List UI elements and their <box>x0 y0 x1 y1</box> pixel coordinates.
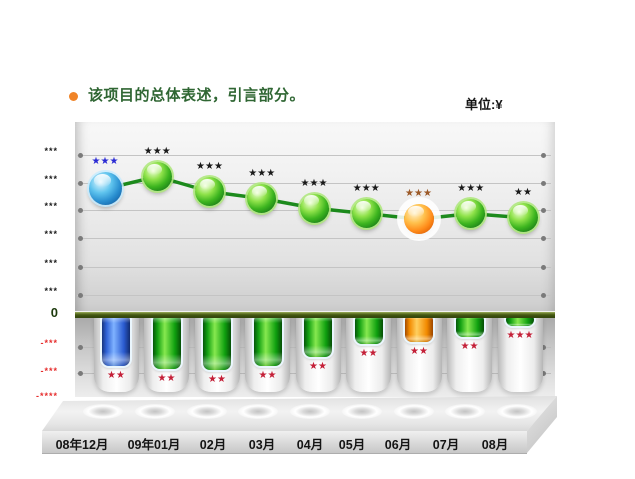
bar-value-label: ★★ <box>359 348 378 360</box>
y-axis-tick-label: *** <box>44 174 58 184</box>
zero-axis-line <box>75 311 555 318</box>
point-value-label: ★★ <box>514 187 532 199</box>
bar-value-label: ★★ <box>157 373 176 384</box>
x-axis-label: 08年12月 <box>55 438 109 452</box>
bar-value-label: ★★ <box>460 341 479 353</box>
x-axis-label: 02月 <box>199 438 227 452</box>
gridline-dot <box>78 371 83 376</box>
gridline-dot <box>541 265 546 270</box>
y-axis-tick-label: *** <box>44 258 58 268</box>
bar <box>455 316 484 338</box>
x-axis-label: 03月 <box>248 438 276 452</box>
y-axis-zero-label: 0 <box>50 305 58 320</box>
gridline-dot <box>541 293 546 298</box>
sphere-gloss <box>304 195 320 207</box>
point-value-label: ★★★ <box>91 156 119 168</box>
gridline-dot <box>78 208 83 213</box>
data-point-green <box>508 203 538 233</box>
sphere-gloss <box>513 204 529 216</box>
floor-dimple <box>393 404 434 419</box>
bar <box>102 316 130 367</box>
data-point-green <box>195 177 224 207</box>
slide-title: 该项目的总体表述，引言部分。 <box>88 87 306 104</box>
gridline <box>77 238 551 239</box>
bar <box>304 316 332 357</box>
point-value-label: ★★★ <box>457 183 485 195</box>
sphere-gloss <box>408 205 424 218</box>
x-axis-label: 06月 <box>384 438 412 452</box>
floor-dimple <box>290 404 330 419</box>
floor-dimple <box>445 404 486 419</box>
floor-dimple <box>134 404 175 419</box>
point-value-label: ★★★ <box>248 168 276 179</box>
y-axis-tick-label: -*** <box>40 338 58 348</box>
gridline-dot <box>78 181 83 186</box>
floor-top-face <box>42 396 557 431</box>
gridline-dot <box>541 236 546 241</box>
bar <box>354 316 383 345</box>
y-axis-tick-label: -*** <box>40 366 58 376</box>
sphere-gloss <box>199 178 215 190</box>
point-value-label: ★★★ <box>300 177 328 189</box>
x-axis-label: 04月 <box>296 438 324 452</box>
bar-value-label: ★★ <box>107 370 125 382</box>
data-point-green <box>142 162 172 191</box>
floor-dimple <box>83 404 123 419</box>
bar <box>203 316 231 371</box>
point-value-label: ★★★ <box>196 161 223 173</box>
x-axis-label: 05月 <box>338 438 366 452</box>
gridline <box>77 295 551 296</box>
data-point-green <box>299 193 329 223</box>
point-value-label: ★★★ <box>405 188 432 200</box>
gridline <box>77 267 551 268</box>
sphere-gloss <box>356 200 372 212</box>
sphere-gloss <box>147 163 163 175</box>
bar-value-label: ★★ <box>258 370 277 382</box>
point-value-label: ★★★ <box>143 146 171 157</box>
sphere-gloss <box>251 185 267 197</box>
y-axis-tick-label: *** <box>44 229 58 239</box>
bar-value-label: ★★ <box>410 345 428 357</box>
data-point-blue <box>88 172 122 206</box>
floor-dimple <box>238 404 279 419</box>
gridline-dot <box>78 153 83 158</box>
bar-value-label: ★★ <box>309 360 327 372</box>
bar-value-label: ★★ <box>208 374 226 386</box>
sphere-gloss <box>93 174 111 187</box>
point-value-label: ★★★ <box>352 183 380 195</box>
data-point-green <box>351 199 381 229</box>
bar <box>405 316 433 342</box>
data-point-orange <box>403 204 434 235</box>
gridline-dot <box>78 293 83 298</box>
gridline-dot <box>541 181 546 186</box>
gridline-dot <box>541 153 546 158</box>
y-axis-tick-label: *** <box>44 146 58 156</box>
x-axis-band: 08年12月 09年01月 02月 03月 04月 05月 06月 07月 08月 <box>42 431 527 454</box>
bullet-icon <box>69 92 78 101</box>
bar-value-label: ★★★ <box>506 330 534 342</box>
x-axis-label: 08月 <box>481 438 509 452</box>
unit-label: 单位:¥ <box>465 97 503 112</box>
y-axis-tick-label: *** <box>44 286 58 296</box>
bar <box>253 316 282 367</box>
x-axis-label: 07月 <box>432 438 460 452</box>
gridline-dot <box>78 236 83 241</box>
y-axis-tick-label: *** <box>44 201 58 211</box>
x-axis-label: 09年01月 <box>127 438 181 452</box>
bar <box>152 316 181 369</box>
gridline-dot <box>78 345 83 350</box>
bar-track <box>497 316 543 392</box>
gridline <box>77 155 551 156</box>
gridline-dot <box>541 371 546 376</box>
sphere-gloss <box>460 200 476 212</box>
gridline-dot <box>78 265 83 270</box>
floor-dimple <box>497 404 537 419</box>
gridline-dot <box>541 345 546 350</box>
floor-dimple <box>341 404 382 419</box>
y-axis-tick-label: -**** <box>35 391 58 401</box>
floor-dimple <box>186 404 227 419</box>
gridline-dot <box>541 208 546 213</box>
bar <box>506 316 534 327</box>
